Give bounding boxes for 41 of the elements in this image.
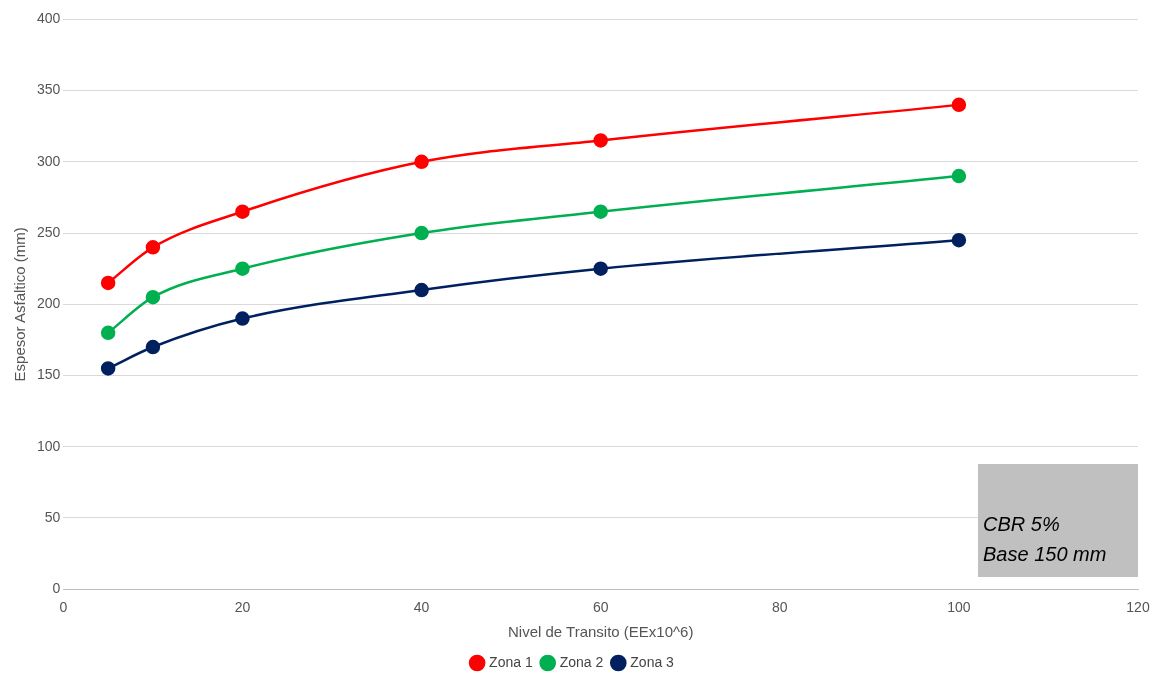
- point: [414, 282, 429, 298]
- point: [951, 232, 967, 248]
- point: [145, 339, 161, 355]
- point: [951, 97, 967, 113]
- y-tick-label: 0: [52, 580, 61, 597]
- point: [951, 168, 967, 184]
- point: [414, 154, 429, 170]
- y-tick-label: 100: [37, 437, 61, 454]
- point: [100, 275, 116, 291]
- point: [100, 325, 116, 341]
- y-axis-title: Espesor Asfaltico (mm): [11, 227, 29, 382]
- x-tick-label: 100: [947, 599, 971, 616]
- point: [235, 204, 250, 219]
- x-axis-title: Nivel de Transito (EEx10^6): [507, 623, 694, 641]
- y-tick-label: 200: [37, 295, 61, 312]
- point: [414, 225, 429, 241]
- y-tick-label: 350: [37, 81, 61, 98]
- point: [235, 261, 250, 276]
- y-tick-label: 50: [44, 508, 61, 525]
- point: [235, 311, 250, 326]
- point: [145, 289, 161, 305]
- annotation: Base 150 mm: [983, 542, 1108, 568]
- y-tick-label: 150: [37, 366, 61, 383]
- point: [593, 133, 608, 148]
- y-tick-label: 400: [37, 10, 61, 27]
- x-tick-label: 120: [1126, 599, 1150, 616]
- y-tick-label: 250: [37, 223, 61, 240]
- point: [145, 240, 161, 255]
- point: [100, 361, 116, 376]
- legend-label: Zona 1: [489, 653, 533, 670]
- y-tick-label: 300: [37, 152, 61, 169]
- x-tick-label: 40: [413, 599, 430, 616]
- annotation: CBR 5%: [983, 512, 1061, 538]
- legend-label: Zona 2: [559, 653, 604, 670]
- note-box: CBR 5% Base 150 mm: [978, 464, 1138, 578]
- x-tick-label: 60: [592, 599, 609, 616]
- x-tick-label: 20: [234, 599, 251, 616]
- legend-label: Zona 3: [630, 653, 675, 670]
- point: [593, 204, 608, 219]
- point: [593, 261, 608, 276]
- x-tick-label: 80: [772, 599, 788, 616]
